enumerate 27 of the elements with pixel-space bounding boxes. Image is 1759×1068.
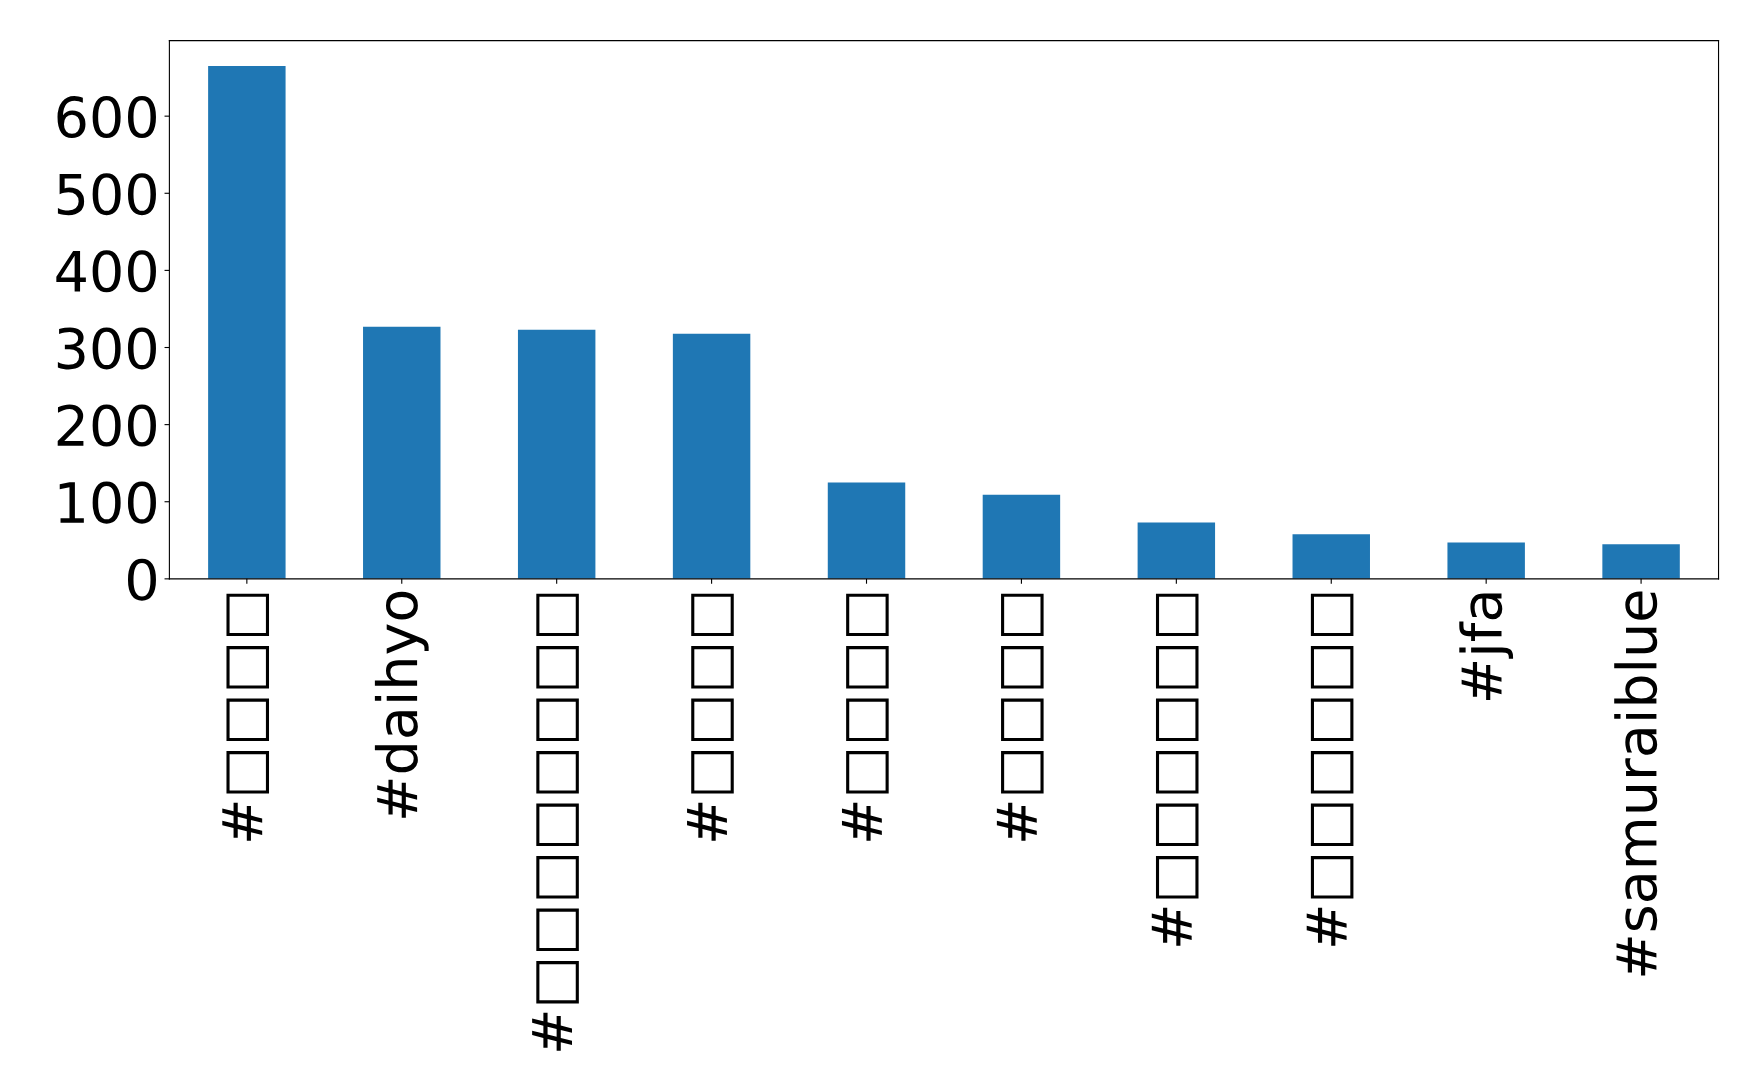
- y-tick-label: 0: [127, 558, 156, 601]
- y-tick-label: 500: [57, 173, 156, 216]
- bar: [827, 482, 906, 579]
- x-tick-label: #samuraiblue: [1614, 591, 1658, 976]
- bar: [1137, 522, 1216, 579]
- x-tick-label: #□□□□: [687, 593, 734, 841]
- x-tick-label: #□□□□□□: [1151, 593, 1199, 946]
- bar: [982, 494, 1061, 579]
- x-tick-label: #□□□□□□: [1306, 593, 1354, 946]
- bar: [363, 326, 441, 579]
- y-tick-label: 200: [57, 404, 156, 447]
- bar: [1602, 544, 1680, 579]
- x-tick-label: #□□□□: [222, 593, 270, 841]
- x-tick-label: #jfa: [1459, 593, 1514, 700]
- bar: [208, 66, 286, 579]
- x-tick-label: #daihyo: [374, 591, 429, 818]
- y-tick-label: 400: [56, 250, 156, 293]
- y-tick-label: 300: [57, 327, 156, 370]
- bar: [1292, 534, 1370, 579]
- bar: [517, 329, 596, 579]
- y-tick-label: 100: [59, 481, 156, 524]
- x-tick-label: #□□□□: [841, 593, 889, 841]
- bar: [672, 333, 751, 579]
- x-tick-label: #□□□□□□□□: [532, 593, 579, 1051]
- x-tick-label: #□□□□: [996, 593, 1044, 841]
- y-tick-label: 600: [57, 96, 156, 139]
- bar: [1447, 542, 1525, 579]
